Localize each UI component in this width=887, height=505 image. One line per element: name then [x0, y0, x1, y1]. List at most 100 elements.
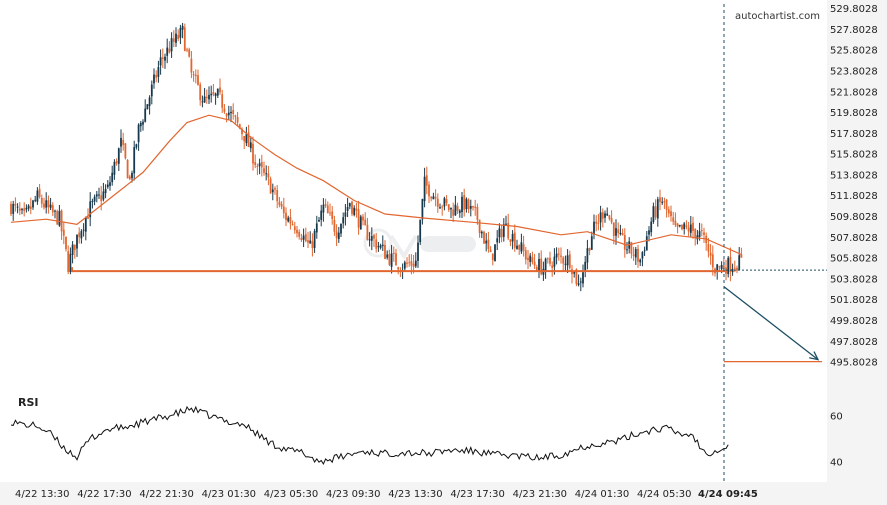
- candle-body: [117, 148, 120, 164]
- candle-body: [225, 113, 228, 117]
- candle-body: [535, 267, 538, 272]
- candle-body: [575, 269, 578, 285]
- candle-body: [265, 173, 268, 175]
- candle-body: [289, 217, 292, 224]
- candle-body: [32, 200, 34, 208]
- x-tick-label: 4/23 05:30: [264, 489, 318, 500]
- candle-body: [60, 210, 63, 232]
- y-tick-label: 503.8028: [830, 274, 878, 285]
- candle-body: [54, 210, 56, 212]
- y-tick-label: 511.8028: [830, 191, 878, 202]
- candle-body: [703, 232, 705, 235]
- candle-body: [47, 200, 50, 208]
- candle-body: [474, 206, 477, 209]
- candle-body: [230, 111, 232, 114]
- candle-body: [78, 232, 81, 238]
- candle-body: [29, 206, 32, 209]
- candle-body: [25, 207, 28, 210]
- candle-body: [621, 233, 624, 236]
- candle-body: [302, 235, 305, 240]
- candle-body: [258, 163, 261, 167]
- candle-body: [384, 244, 386, 259]
- candle-body: [529, 255, 532, 262]
- candle-body: [623, 235, 626, 250]
- candle-body: [351, 201, 353, 214]
- candle-body: [403, 262, 406, 269]
- candle-body: [342, 217, 345, 224]
- candle-body: [65, 236, 67, 250]
- candle-body: [670, 211, 672, 217]
- forecast-arrow-line: [723, 286, 819, 361]
- candle-body: [51, 205, 54, 213]
- candle-body: [626, 249, 628, 251]
- candle-body: [494, 244, 496, 262]
- candle-body: [333, 220, 336, 232]
- candle-body: [71, 244, 74, 255]
- candle-body: [736, 267, 738, 271]
- candle-body: [502, 224, 505, 237]
- candle-body: [194, 74, 197, 77]
- candle-body: [346, 206, 349, 211]
- candle-body: [27, 205, 30, 209]
- candle-body: [590, 236, 593, 250]
- candle-body: [551, 265, 554, 269]
- candle-body: [252, 143, 254, 164]
- candle-body: [150, 84, 153, 97]
- candle-body: [698, 231, 701, 237]
- candle-body: [584, 261, 587, 271]
- y-tick-label: 529.8028: [830, 4, 878, 15]
- candle-body: [307, 240, 309, 243]
- candle-body: [516, 245, 518, 249]
- candle-body: [478, 219, 481, 233]
- candle-body: [159, 57, 162, 66]
- candle-body: [674, 220, 677, 225]
- candle-body: [241, 129, 243, 135]
- candle-body: [505, 223, 507, 225]
- candle-body: [700, 229, 703, 231]
- candle-body: [586, 248, 589, 263]
- candle-body: [115, 161, 118, 164]
- candle-body: [731, 269, 734, 273]
- candle-body: [443, 198, 446, 207]
- candle-body: [45, 200, 48, 208]
- candle-body: [373, 235, 375, 239]
- y-tick-label: 527.8028: [830, 25, 878, 36]
- candle-body: [408, 262, 411, 264]
- candle-body: [131, 172, 133, 179]
- candle-body: [441, 206, 444, 208]
- candle-body: [256, 165, 259, 167]
- candle-body: [564, 263, 567, 265]
- candle-body: [469, 206, 472, 209]
- candle-body: [183, 27, 186, 52]
- candle-body: [335, 231, 338, 239]
- candle-body: [379, 245, 382, 248]
- candle-body: [538, 259, 540, 271]
- candle-body: [472, 205, 474, 208]
- x-tick-label: 4/23 17:30: [450, 489, 504, 500]
- candle-body: [287, 217, 290, 222]
- candle-body: [120, 137, 122, 147]
- candle-body: [681, 224, 683, 230]
- candle-body: [223, 108, 226, 112]
- y-tick-label: 497.8028: [830, 337, 878, 348]
- y-tick-label: 515.8028: [830, 150, 878, 161]
- y-tick-label: 517.8028: [830, 129, 878, 140]
- candle-body: [133, 147, 136, 174]
- candle-body: [509, 239, 512, 242]
- candle-body: [419, 219, 422, 243]
- candle-body: [661, 201, 664, 203]
- candle-body: [100, 195, 103, 202]
- watermark-text: autochartist.com: [735, 11, 820, 22]
- candle-body: [271, 189, 274, 193]
- candle-body: [463, 195, 466, 210]
- candle-body: [12, 203, 15, 214]
- candle-body: [476, 206, 479, 220]
- candle-body: [236, 117, 239, 123]
- x-axis-background: [0, 482, 827, 505]
- candle-body: [324, 203, 327, 206]
- candle-body: [282, 206, 285, 214]
- candle-body: [595, 221, 598, 224]
- candle-body: [10, 203, 12, 214]
- candle-body: [582, 272, 584, 284]
